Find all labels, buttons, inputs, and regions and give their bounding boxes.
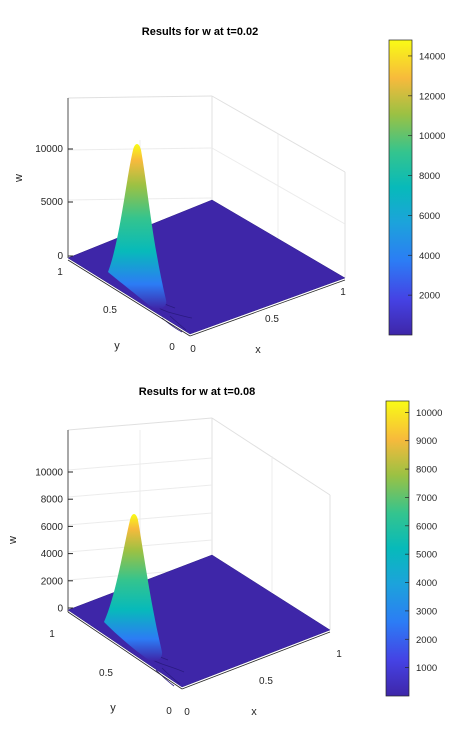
chart-2-colorbar: 1000 2000 3000 4000 5000 6000 7000 8000 9000 1000… <box>385 400 442 697</box>
chart-2-z-tick-5: 10000 <box>35 468 63 479</box>
chart-1-colorbar-tick-2: 6000 <box>419 211 440 222</box>
chart-1-z-tick-2: 10000 <box>35 144 63 155</box>
chart-2-z-tick-2: 4000 <box>41 549 64 560</box>
chart-1-x-tick-0: 0 <box>190 344 196 355</box>
chart-1-z-tick-0: 0 <box>57 251 63 262</box>
chart-2: Results for w at t=0.08 0 2000 4000 6000 800… <box>7 386 442 718</box>
chart-2-box <box>67 417 331 630</box>
chart-1-colorbar-tick-1: 4000 <box>419 251 440 262</box>
chart-1-x-tick-1: 1 <box>340 287 346 298</box>
chart-2-x-tick-05: 0.5 <box>259 676 273 687</box>
chart-1-colorbar-tick-5: 12000 <box>419 91 445 102</box>
chart-2-x-ticks: 0 0.5 1 <box>184 649 342 718</box>
chart-1-y-axis <box>67 259 191 337</box>
chart-2-z-tick-1: 2000 <box>41 576 64 587</box>
chart-2-x-tick-1: 1 <box>336 649 342 660</box>
chart-2-z-tick-0: 0 <box>57 604 63 615</box>
chart-2-y-tick-0: 0 <box>166 706 172 717</box>
chart-1-y-tick-0: 0 <box>169 342 175 353</box>
chart-1-y-ticks: 1 0.5 0 <box>57 267 175 353</box>
chart-1-colorbar-ticks: 2000 4000 6000 8000 10000 12000 14000 <box>408 51 445 302</box>
chart-1-y-tick-05: 0.5 <box>103 305 117 316</box>
chart-1-y-label: y <box>114 340 120 352</box>
chart-1-colorbar: 2000 4000 6000 8000 10000 12000 14000 <box>388 39 445 336</box>
chart-2-colorbar-ticks: 1000 2000 3000 4000 5000 6000 7000 8000 9000 1000… <box>405 408 442 674</box>
chart-2-z-tick-3: 6000 <box>41 522 64 533</box>
chart-1-x-label: x <box>255 344 261 356</box>
chart-2-colorbar-tick-8: 9000 <box>416 436 437 447</box>
chart-2-y-tick-05: 0.5 <box>99 668 113 679</box>
chart-1-colorbar-tick-0: 2000 <box>419 291 440 302</box>
chart-1-z-label: w <box>13 174 25 183</box>
chart-1-x-axis <box>189 279 346 337</box>
chart-2-colorbar-tick-6: 7000 <box>416 493 437 504</box>
chart-2-colorbar-tick-5: 6000 <box>416 521 437 532</box>
chart-2-colorbar-tick-3: 4000 <box>416 578 437 589</box>
chart-2-y-ticks: 1 0.5 0 <box>49 629 172 717</box>
chart-2-colorbar-tick-1: 2000 <box>416 635 437 646</box>
chart-1-title: Results for w at t=0.02 <box>142 26 258 38</box>
chart-2-z-label: w <box>7 536 19 545</box>
chart-2-peak <box>104 514 163 661</box>
chart-1-colorbar-tick-4: 10000 <box>419 131 445 142</box>
chart-2-colorbar-tick-9: 10000 <box>416 408 442 419</box>
chart-1-peak <box>108 144 167 309</box>
chart-1-colorbar-tick-6: 14000 <box>419 51 445 62</box>
chart-1-x-ticks: 0 0.5 1 <box>190 287 346 355</box>
chart-1-y-tick-1: 1 <box>57 267 63 278</box>
chart-2-y-tick-1: 1 <box>49 629 55 640</box>
chart-2-x-axis <box>181 631 331 690</box>
chart-2-title: Results for w at t=0.08 <box>139 386 255 398</box>
chart-1-z-ticks: 0 5000 10000 <box>35 144 73 262</box>
chart-2-colorbar-tick-2: 3000 <box>416 606 437 617</box>
chart-1-colorbar-tick-3: 8000 <box>419 171 440 182</box>
chart-1-z-tick-1: 5000 <box>41 197 64 208</box>
chart-2-colorbar-tick-0: 1000 <box>416 663 437 674</box>
chart-2-grid <box>67 430 273 592</box>
chart-2-z-ticks: 0 2000 4000 6000 8000 10000 <box>35 468 73 615</box>
chart-2-z-tick-4: 8000 <box>41 495 64 506</box>
chart-2-x-label: x <box>251 706 257 718</box>
chart-2-x-tick-0: 0 <box>184 707 190 718</box>
chart-2-colorbar-tick-7: 8000 <box>416 465 437 476</box>
chart-1: Results for w at t=0.02 <box>13 26 445 356</box>
chart-2-y-label: y <box>110 702 116 714</box>
chart-1-x-tick-05: 0.5 <box>265 314 279 325</box>
chart-2-colorbar-tick-4: 5000 <box>416 550 437 561</box>
chart-2-y-axis <box>67 611 183 690</box>
